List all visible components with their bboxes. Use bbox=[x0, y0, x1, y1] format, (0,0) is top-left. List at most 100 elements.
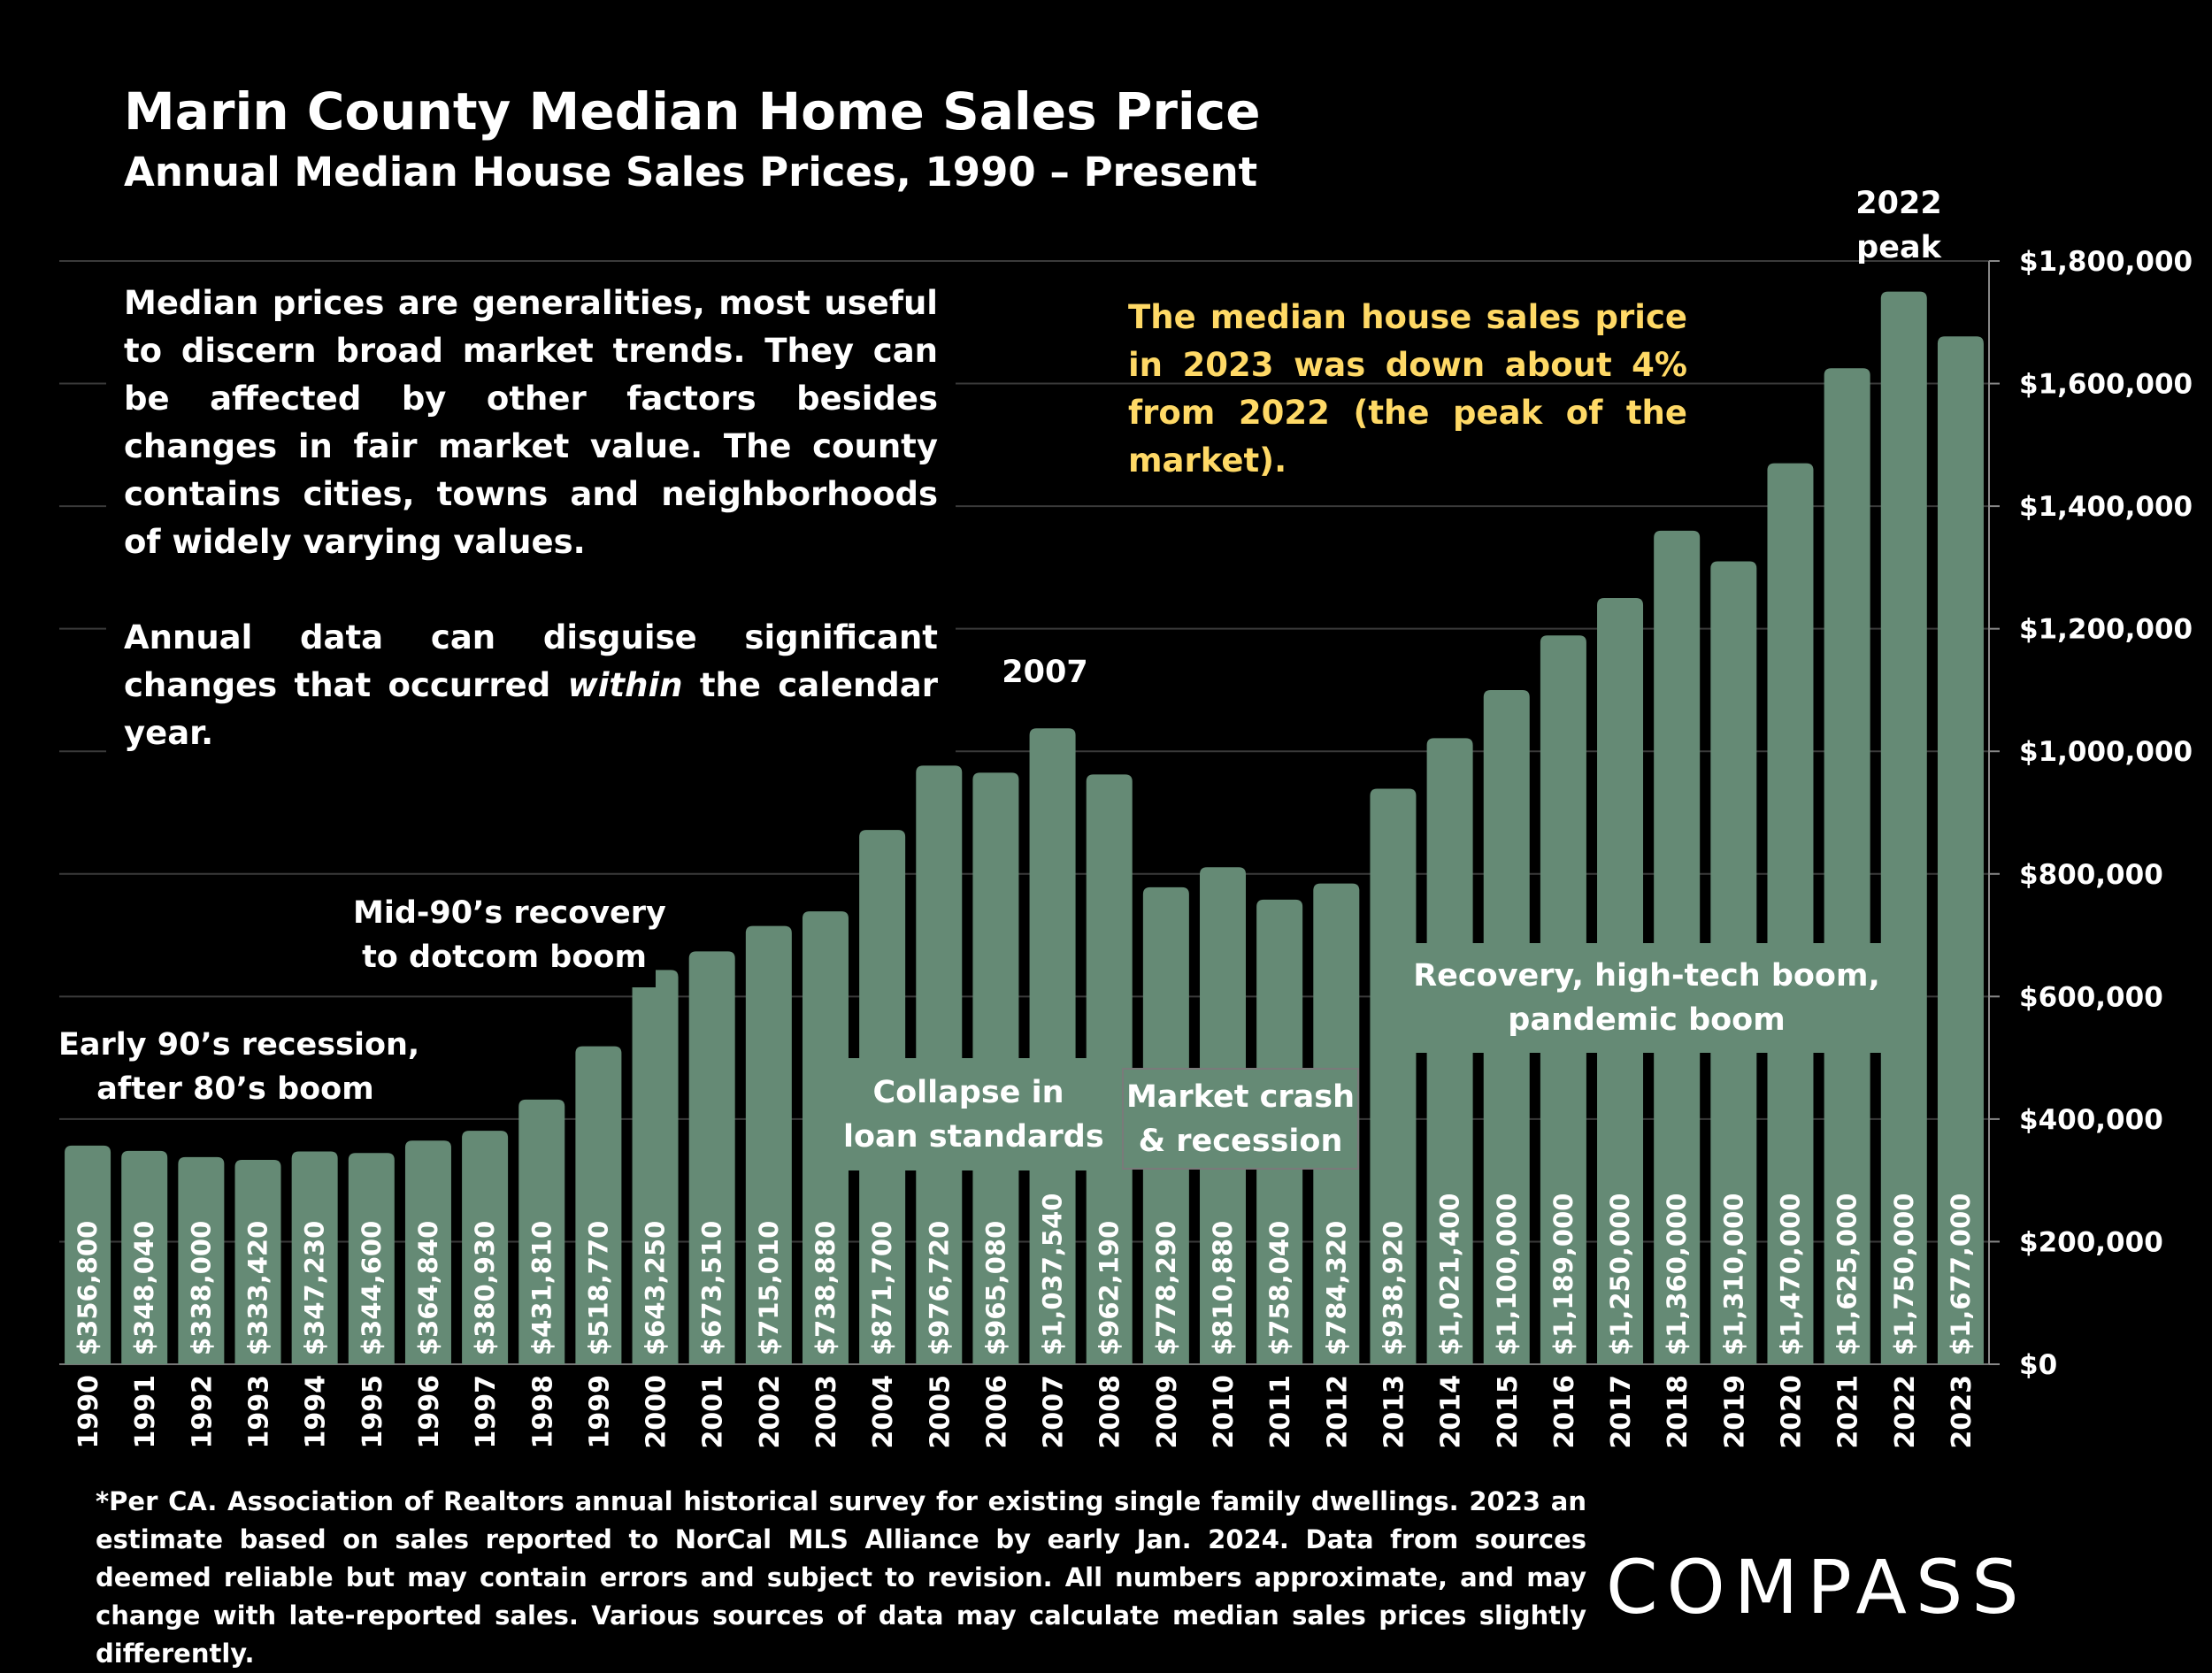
notes-box: Median prices are generalities, most use… bbox=[106, 274, 956, 763]
x-tick-label-1997: 1997 bbox=[471, 1375, 502, 1449]
bar-2001 bbox=[688, 951, 735, 1364]
bar-1994 bbox=[291, 1151, 338, 1364]
x-tick-label-2001: 2001 bbox=[698, 1375, 729, 1449]
annotation-line: Mid-90’s recovery bbox=[353, 894, 666, 931]
y-tick-label: $1,000,000 bbox=[2019, 736, 2193, 768]
data-label-1994: $347,230 bbox=[300, 1221, 330, 1355]
highlight-note: The median house sales price in 2023 was… bbox=[1128, 298, 1687, 480]
x-tick-label-2004: 2004 bbox=[868, 1375, 899, 1449]
data-label-1996: $364,840 bbox=[413, 1221, 443, 1355]
annotation-line: Collapse in bbox=[872, 1074, 1064, 1110]
x-tick-label-2007: 2007 bbox=[1039, 1375, 1070, 1449]
x-tick-label-1995: 1995 bbox=[357, 1375, 388, 1449]
x-tick-label-2006: 2006 bbox=[981, 1375, 1012, 1449]
x-tick-label-1993: 1993 bbox=[244, 1375, 275, 1449]
bar-2013 bbox=[1370, 788, 1417, 1364]
x-tick-label-1998: 1998 bbox=[527, 1375, 558, 1449]
data-label-2018: $1,360,000 bbox=[1662, 1193, 1692, 1355]
x-tick-label-1991: 1991 bbox=[130, 1375, 161, 1449]
x-tick-label-2000: 2000 bbox=[641, 1375, 672, 1449]
data-label-2022: $1,750,000 bbox=[1889, 1193, 1919, 1355]
annotation-line: Market crash bbox=[1125, 1078, 1356, 1115]
x-tick-label-2023: 2023 bbox=[1947, 1375, 1978, 1449]
data-label-2019: $1,310,000 bbox=[1718, 1193, 1748, 1355]
data-label-2006: $965,080 bbox=[980, 1221, 1010, 1355]
data-label-2005: $976,720 bbox=[924, 1221, 954, 1355]
annotation-2007: 2007 bbox=[1002, 655, 1088, 690]
bar-1999 bbox=[575, 1046, 622, 1364]
x-tick-label-2008: 2008 bbox=[1095, 1375, 1126, 1449]
notes-paragraph-1: Median prices are generalities, most use… bbox=[124, 284, 938, 561]
data-label-2012: $784,320 bbox=[1321, 1221, 1351, 1355]
footnote: *Per CA. Association of Realtors annual … bbox=[96, 1486, 1586, 1669]
data-label-2016: $1,189,000 bbox=[1548, 1193, 1578, 1355]
compass-logo: COMPASS bbox=[1606, 1544, 2028, 1631]
x-tick-label-2020: 2020 bbox=[1776, 1375, 1807, 1449]
x-tick-label-2022: 2022 bbox=[1890, 1375, 1921, 1449]
annotation-early-90s: Early 90’s recession, after 80’s boom bbox=[58, 1023, 419, 1111]
y-tick-label: $1,400,000 bbox=[2019, 491, 2193, 523]
x-tick-label-2003: 2003 bbox=[811, 1375, 842, 1449]
annotation-mid-90s: Mid-90’s recovery to dotcom boom bbox=[353, 882, 666, 987]
bar-2023 bbox=[1937, 336, 1984, 1364]
bar-1992 bbox=[178, 1156, 225, 1364]
bar-1990 bbox=[65, 1145, 111, 1364]
y-tick-label: $1,800,000 bbox=[2019, 246, 2193, 278]
x-tick-label-2013: 2013 bbox=[1379, 1375, 1409, 1449]
x-tick-label-2009: 2009 bbox=[1152, 1375, 1183, 1449]
annotation-line: 2022 bbox=[1855, 186, 1942, 221]
bar-data-labels: $356,800 $348,040 $338,000 $333,420 $347,230… bbox=[73, 1193, 1976, 1355]
bar-2002 bbox=[745, 925, 792, 1364]
y-tick-label: $0 bbox=[2019, 1349, 2057, 1381]
chart-subtitle: Annual Median House Sales Prices, 1990 –… bbox=[124, 149, 1258, 196]
data-label-2011: $758,040 bbox=[1264, 1221, 1294, 1355]
bar-2007 bbox=[1029, 728, 1076, 1364]
data-label-2001: $673,510 bbox=[697, 1221, 727, 1355]
y-tick-label: $1,600,000 bbox=[2019, 369, 2193, 401]
y-tick-label: $200,000 bbox=[2019, 1226, 2163, 1258]
data-label-1990: $356,800 bbox=[73, 1221, 103, 1355]
chart-title: Marin County Median Home Sales Price bbox=[124, 81, 1261, 142]
data-label-2004: $871,700 bbox=[867, 1221, 897, 1355]
x-tick-label-1992: 1992 bbox=[187, 1375, 218, 1449]
annotation-2022-peak: 2022 peak bbox=[1810, 180, 1987, 272]
x-tick-label-1994: 1994 bbox=[301, 1375, 332, 1449]
data-label-2000: $643,250 bbox=[641, 1221, 671, 1355]
notes-italic: within bbox=[567, 666, 683, 704]
data-label-2008: $962,190 bbox=[1094, 1221, 1125, 1355]
annotation-collapse: Collapse in loan standards bbox=[843, 1058, 1104, 1170]
data-label-2013: $938,920 bbox=[1378, 1221, 1408, 1355]
annotation-line: peak bbox=[1856, 230, 1941, 265]
bar-1997 bbox=[462, 1131, 509, 1364]
bar-2021 bbox=[1824, 368, 1870, 1365]
data-label-2015: $1,100,000 bbox=[1492, 1193, 1522, 1355]
y-tick-label: $800,000 bbox=[2019, 859, 2163, 891]
bar-1995 bbox=[348, 1153, 395, 1364]
x-tick-label-2011: 2011 bbox=[1265, 1375, 1296, 1449]
annotation-line: & recession bbox=[1138, 1123, 1343, 1159]
bar-2022 bbox=[1880, 291, 1927, 1364]
data-label-1999: $518,770 bbox=[583, 1221, 613, 1355]
annotation-market-crash: Market crash & recession bbox=[1122, 1068, 1359, 1170]
data-label-2003: $738,880 bbox=[810, 1221, 841, 1355]
x-tick-label-2002: 2002 bbox=[755, 1375, 786, 1449]
data-label-1993: $333,420 bbox=[243, 1221, 273, 1355]
bar-1991 bbox=[121, 1150, 168, 1364]
data-label-2007: $1,037,540 bbox=[1038, 1193, 1068, 1355]
x-tick-label-2017: 2017 bbox=[1606, 1375, 1637, 1449]
annotation-line: loan standards bbox=[843, 1118, 1104, 1155]
x-axis: 1990 1991 1992 1993 1994 1995 1996 1997 1998 1999… bbox=[73, 1375, 1978, 1449]
x-tick-label-2016: 2016 bbox=[1549, 1375, 1580, 1449]
notes-text: the calendar year. bbox=[124, 666, 938, 752]
data-label-2009: $778,290 bbox=[1151, 1221, 1181, 1355]
x-tick-label-1999: 1999 bbox=[584, 1375, 615, 1449]
bar-2020 bbox=[1767, 463, 1814, 1364]
annotation-line: pandemic boom bbox=[1508, 1002, 1786, 1038]
data-label-2002: $715,010 bbox=[754, 1221, 784, 1355]
data-label-2021: $1,625,000 bbox=[1832, 1193, 1863, 1355]
bar-2000 bbox=[632, 970, 679, 1364]
x-tick-label-2012: 2012 bbox=[1322, 1375, 1353, 1449]
y-tick-label: $400,000 bbox=[2019, 1104, 2163, 1136]
x-tick-label-2005: 2005 bbox=[925, 1375, 956, 1449]
